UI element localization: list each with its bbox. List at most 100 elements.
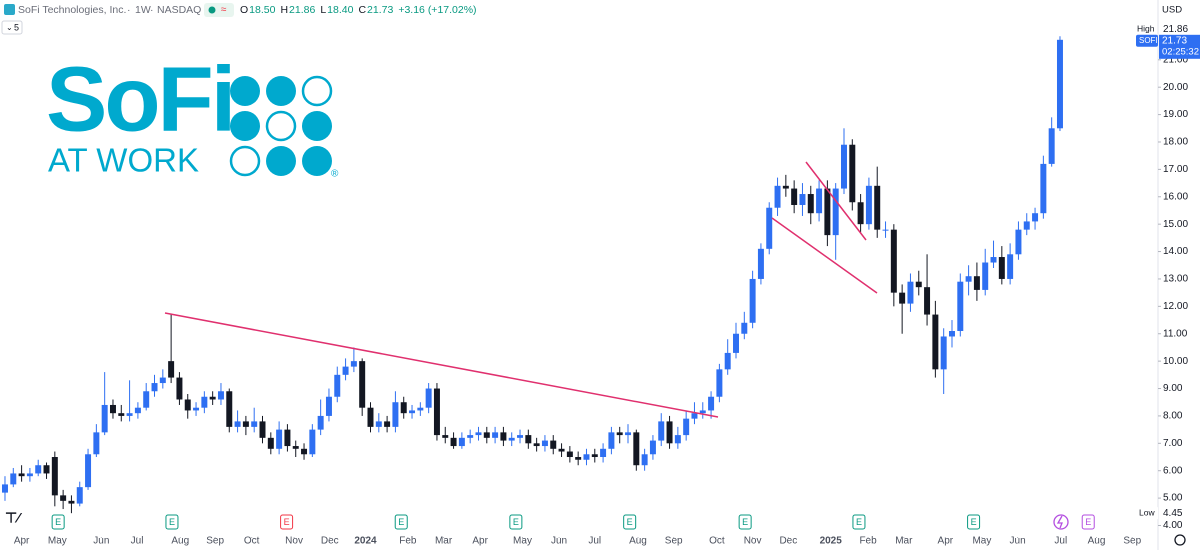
earnings-marker[interactable] xyxy=(623,514,637,530)
x-tick-label: May xyxy=(513,536,532,547)
earnings-marker[interactable] xyxy=(165,514,179,530)
candle-body xyxy=(325,396,332,416)
logo-dot xyxy=(230,76,260,106)
candle-body xyxy=(483,432,490,438)
earnings-label: E xyxy=(55,517,61,527)
trend-line[interactable] xyxy=(771,217,878,294)
candle-body xyxy=(143,391,150,408)
candle-body xyxy=(782,185,789,189)
candle-body xyxy=(816,188,823,214)
candle-body xyxy=(625,432,632,436)
y-tick-label: 6.00 xyxy=(1163,465,1183,476)
candle-body xyxy=(118,413,125,416)
earnings-marker[interactable] xyxy=(738,514,752,530)
logo-dot xyxy=(266,76,296,106)
candle-body xyxy=(882,229,889,231)
high-value: 21.86 xyxy=(1163,24,1188,35)
earnings-marker[interactable] xyxy=(509,514,523,530)
legend-value: 21.73 xyxy=(367,4,393,16)
last-price-badge xyxy=(1159,34,1200,59)
earnings-marker[interactable] xyxy=(1081,514,1095,530)
candle-body xyxy=(384,421,391,427)
earnings-label: E xyxy=(856,517,862,527)
x-tick-label: Jul xyxy=(1054,536,1067,547)
tv-logo[interactable]: ⊤⁄ xyxy=(5,510,22,526)
x-tick-label: Jul xyxy=(588,536,601,547)
x-tick-label: 2025 xyxy=(820,536,843,547)
earnings-marker[interactable] xyxy=(967,514,981,530)
status-icon: ≈ xyxy=(221,5,227,16)
earnings-label: E xyxy=(398,517,404,527)
earnings-marker[interactable] xyxy=(280,514,294,530)
currency-button[interactable] xyxy=(1159,2,1197,17)
candle-body xyxy=(616,432,623,436)
legend-value: 21.86 xyxy=(289,4,315,16)
candle-body xyxy=(541,440,548,447)
candle-body xyxy=(591,454,598,458)
y-tick-label: 20.00 xyxy=(1163,82,1188,93)
candle-body xyxy=(126,413,133,416)
earnings-marker[interactable] xyxy=(51,514,65,530)
y-tick-label: 5.00 xyxy=(1163,493,1183,504)
candle-body xyxy=(716,369,723,397)
candle-body xyxy=(1007,254,1014,279)
candle-body xyxy=(1023,221,1030,230)
legend-key: C xyxy=(358,4,366,16)
candle-body xyxy=(425,388,432,408)
candle-body xyxy=(176,377,183,400)
x-tick-label: Aug xyxy=(629,536,647,547)
candle-body xyxy=(957,281,964,331)
candle-body xyxy=(857,202,864,225)
earnings-marker[interactable] xyxy=(394,514,408,530)
x-tick-label: Aug xyxy=(171,536,189,547)
candle-body xyxy=(209,396,216,400)
x-tick-label: Mar xyxy=(895,536,913,547)
candle-body xyxy=(193,407,200,411)
trend-line[interactable] xyxy=(164,312,719,418)
candle-body xyxy=(940,336,947,370)
indicator-toggle[interactable] xyxy=(1,20,23,35)
candle-body xyxy=(566,451,573,458)
candle-body xyxy=(26,473,33,477)
logo-dot xyxy=(302,146,332,176)
x-tick-label: Feb xyxy=(859,536,877,547)
symbol-label: SOFI xyxy=(1139,36,1158,45)
status-dot xyxy=(208,6,216,14)
symbol-badge xyxy=(1136,34,1158,47)
candle-body xyxy=(708,396,715,411)
candle-body xyxy=(242,421,249,427)
candle-body xyxy=(43,465,50,474)
earnings-marker[interactable] xyxy=(852,514,866,530)
candle-body xyxy=(409,410,416,414)
y-tick-label: 16.00 xyxy=(1163,191,1188,202)
symbol-title: SoFi Technologies, Inc. xyxy=(18,4,126,16)
candle-body xyxy=(874,185,881,230)
candle-body xyxy=(558,448,565,452)
low-value: 4.45 xyxy=(1163,508,1183,519)
candle-body xyxy=(68,500,75,504)
candle-body xyxy=(334,374,341,397)
chevron: ⌄ xyxy=(6,23,13,32)
candle-body xyxy=(924,287,931,315)
logo-dot xyxy=(229,145,261,177)
candle-body xyxy=(948,331,955,337)
y-tick-label: 12.00 xyxy=(1163,301,1188,312)
trend-line[interactable] xyxy=(805,161,867,241)
x-tick-label: Mar xyxy=(435,536,453,547)
candle-body xyxy=(641,454,648,466)
dividend-icon[interactable] xyxy=(1053,514,1069,530)
x-tick-label: Nov xyxy=(744,536,762,547)
price-change: +3.16 (+17.02%) xyxy=(398,4,476,16)
candle-body xyxy=(517,435,524,438)
candle-body xyxy=(633,432,640,466)
candle-body xyxy=(666,421,673,444)
x-tick-label: Sep xyxy=(665,536,683,547)
candle-body xyxy=(251,421,258,427)
candle-body xyxy=(359,361,366,408)
candle-body xyxy=(184,399,191,411)
market-status[interactable] xyxy=(204,3,234,17)
settings-icon[interactable] xyxy=(1174,534,1186,546)
x-tick-label: May xyxy=(972,536,991,547)
candle-body xyxy=(134,407,141,414)
candle-body xyxy=(600,448,607,458)
